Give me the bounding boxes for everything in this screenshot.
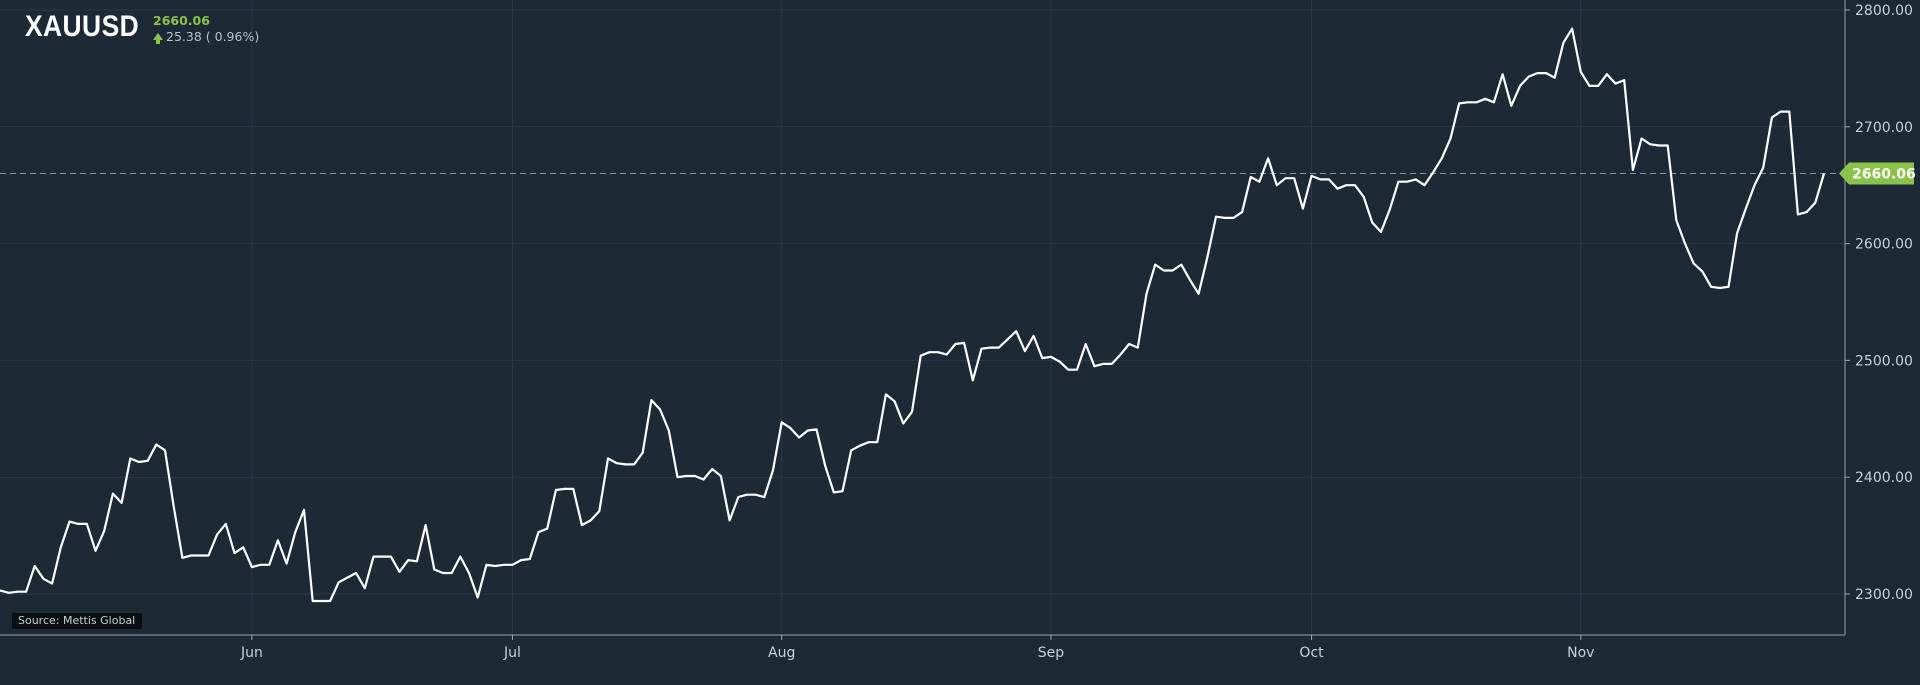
last-price-tag-label: 2660.06 <box>1852 166 1916 182</box>
x-tick-label: Oct <box>1299 645 1324 661</box>
change-value: 25.38 <box>166 29 202 44</box>
series-line-xauusd[interactable] <box>0 27 1826 603</box>
last-price-tag: 2660.06 <box>1839 162 1916 185</box>
series-layer <box>0 27 1826 603</box>
source-badge: Source: Mettis Global <box>12 613 143 629</box>
x-axis-tick-labels: Jun Jul Aug Sep Oct Nov <box>240 645 1595 661</box>
y-tick-label: 2700.00 <box>1855 120 1913 136</box>
x-tick-label: Sep <box>1038 645 1065 661</box>
y-tick-label: 2600.00 <box>1855 237 1913 253</box>
y-tick-label: 2500.00 <box>1855 353 1913 369</box>
last-price: 2660.06 <box>153 13 210 28</box>
x-tick-label: Jul <box>503 645 521 661</box>
y-tick-label: 2300.00 <box>1855 587 1913 603</box>
quote-block: 2660.06 25.38 ( 0.96%) <box>153 13 259 45</box>
y-tick-label: 2400.00 <box>1855 470 1913 486</box>
up-arrow-icon <box>153 33 163 44</box>
y-tick-label: 2800.00 <box>1855 3 1913 19</box>
y-axis-tick-labels: 2300.00 2400.00 2500.00 2600.00 2700.00 2800.… <box>1855 3 1913 603</box>
symbol-title: XAUUSD <box>25 10 140 43</box>
grid <box>0 0 1845 635</box>
change-percent: ( 0.96%) <box>205 29 260 44</box>
x-tick-label: Nov <box>1567 645 1594 661</box>
axes <box>0 0 1850 640</box>
change-row: 25.38 ( 0.96%) <box>153 29 259 45</box>
last-price-tag-shape <box>1839 162 1914 185</box>
x-tick-label: Jun <box>240 645 263 661</box>
x-tick-label: Aug <box>768 645 795 661</box>
